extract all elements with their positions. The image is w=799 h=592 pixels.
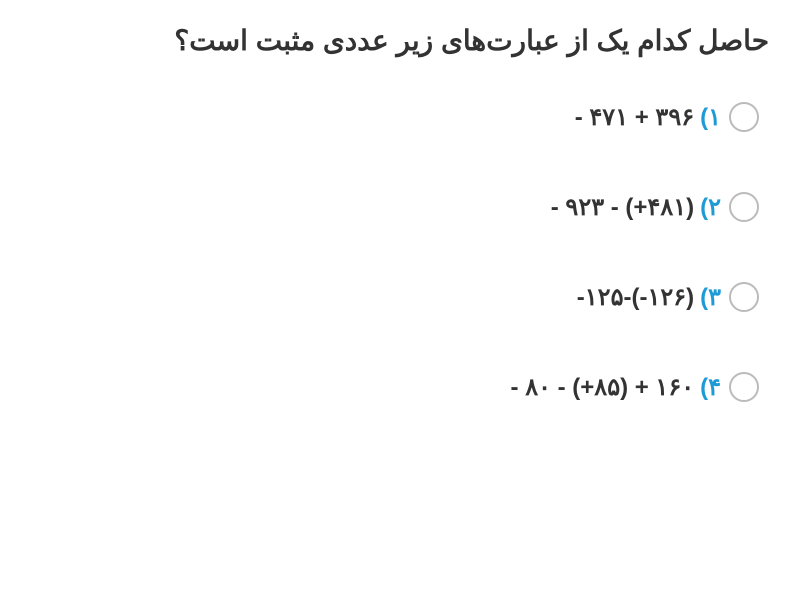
option-expression-2: - ۹۲۳ - (+۴۸۱)	[551, 193, 694, 222]
option-expression-3: -۱۲۵-(-۱۲۶)	[577, 283, 694, 312]
radio-2[interactable]	[729, 192, 759, 222]
option-3[interactable]: ۳) -۱۲۵-(-۱۲۶)	[30, 282, 769, 312]
radio-1[interactable]	[729, 102, 759, 132]
question-text: حاصل کدام یک از عبارت‌های زیر عددی مثبت …	[30, 20, 769, 62]
option-expression-4: - ۸۰ - (+۸۵) + ۱۶۰	[511, 373, 695, 402]
option-expression-1: - ۴۷۱ + ۳۹۶	[575, 103, 694, 132]
option-number-4: ۴)	[700, 373, 721, 402]
radio-4[interactable]	[729, 372, 759, 402]
option-number-2: ۲)	[700, 193, 721, 222]
option-number-3: ۳)	[700, 283, 721, 312]
option-4[interactable]: ۴) - ۸۰ - (+۸۵) + ۱۶۰	[30, 372, 769, 402]
options-container: ۱) - ۴۷۱ + ۳۹۶ ۲) - ۹۲۳ - (+۴۸۱) ۳) -۱۲۵…	[30, 102, 769, 402]
option-1[interactable]: ۱) - ۴۷۱ + ۳۹۶	[30, 102, 769, 132]
radio-3[interactable]	[729, 282, 759, 312]
option-number-1: ۱)	[700, 103, 721, 132]
option-2[interactable]: ۲) - ۹۲۳ - (+۴۸۱)	[30, 192, 769, 222]
